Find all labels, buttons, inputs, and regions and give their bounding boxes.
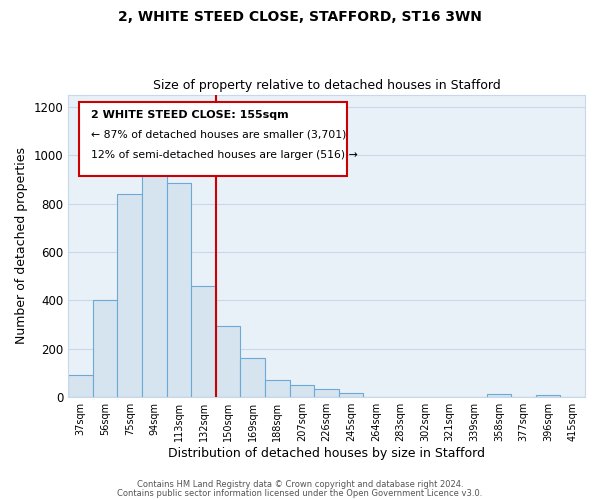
Bar	[241, 358, 265, 397]
FancyBboxPatch shape	[79, 102, 347, 176]
Bar	[167, 183, 191, 397]
Text: 12% of semi-detached houses are larger (516) →: 12% of semi-detached houses are larger (…	[91, 150, 358, 160]
Text: Contains HM Land Registry data © Crown copyright and database right 2024.: Contains HM Land Registry data © Crown c…	[137, 480, 463, 489]
Bar	[118, 194, 142, 397]
X-axis label: Distribution of detached houses by size in Stafford: Distribution of detached houses by size …	[168, 447, 485, 460]
Bar	[216, 326, 241, 397]
Bar	[339, 393, 364, 397]
Bar	[68, 376, 93, 397]
Bar	[487, 394, 511, 397]
Y-axis label: Number of detached properties: Number of detached properties	[15, 148, 28, 344]
Bar	[290, 384, 314, 397]
Bar	[314, 389, 339, 397]
Bar	[265, 380, 290, 397]
Bar	[142, 164, 167, 397]
Title: Size of property relative to detached houses in Stafford: Size of property relative to detached ho…	[153, 79, 500, 92]
Text: Contains public sector information licensed under the Open Government Licence v3: Contains public sector information licen…	[118, 488, 482, 498]
Bar	[536, 395, 560, 397]
Text: 2 WHITE STEED CLOSE: 155sqm: 2 WHITE STEED CLOSE: 155sqm	[91, 110, 289, 120]
Bar	[93, 300, 118, 397]
Bar	[191, 286, 216, 397]
Text: 2, WHITE STEED CLOSE, STAFFORD, ST16 3WN: 2, WHITE STEED CLOSE, STAFFORD, ST16 3WN	[118, 10, 482, 24]
Text: ← 87% of detached houses are smaller (3,701): ← 87% of detached houses are smaller (3,…	[91, 130, 347, 140]
